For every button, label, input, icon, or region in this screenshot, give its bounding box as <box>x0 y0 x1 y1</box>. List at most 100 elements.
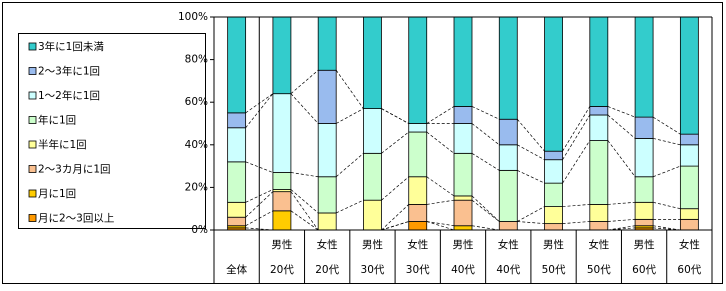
bar-segment <box>272 16 292 95</box>
bar-segment <box>634 116 654 139</box>
bar-segment <box>453 195 473 201</box>
x-tick-label: 30代 <box>406 264 430 276</box>
connector-line <box>652 116 681 135</box>
connector-line <box>562 114 591 160</box>
connector-line <box>471 199 500 222</box>
bar-segment <box>634 138 654 178</box>
bar-segment <box>589 140 609 205</box>
bar-segment <box>544 206 563 225</box>
connector-line <box>471 106 500 120</box>
legend-label: 月に2～3回以上 <box>38 213 114 225</box>
bar-segment <box>679 144 699 167</box>
bar-segment <box>408 176 428 205</box>
connector-line <box>607 140 636 177</box>
connector-line <box>290 93 319 124</box>
connector-line <box>607 114 636 139</box>
bar-segment <box>227 201 247 218</box>
bar-segment <box>227 127 247 163</box>
bar-segment <box>453 199 473 227</box>
connector-line <box>381 131 409 154</box>
bar-segment <box>453 106 473 124</box>
bar-segment <box>272 172 292 190</box>
connector-line <box>607 227 636 231</box>
connector-line <box>607 219 636 222</box>
bar-segment <box>363 199 382 231</box>
bar-segment <box>317 123 337 178</box>
bar-segment <box>408 123 428 133</box>
connector-line <box>607 201 636 205</box>
x-tick-label: 女性 <box>317 238 338 251</box>
bar-segment <box>363 108 382 154</box>
x-tick-label: 男性 <box>271 238 292 251</box>
connector-line <box>517 170 545 184</box>
legend-swatch <box>28 42 37 51</box>
connector-line <box>381 204 409 231</box>
connector-line <box>335 70 364 109</box>
y-tick-label: 0% <box>191 224 208 236</box>
bar-segment <box>634 201 654 220</box>
bar-segment <box>317 212 337 231</box>
connector-line <box>290 191 319 231</box>
x-tick-label: 20代 <box>270 264 294 276</box>
bar-segment <box>544 159 563 184</box>
bar-segment <box>679 16 699 135</box>
y-tick-label: 40% <box>185 139 208 151</box>
bar-segment <box>498 118 518 146</box>
connector-line <box>335 153 364 178</box>
connector-line <box>290 210 319 231</box>
x-tick-label: 30代 <box>361 264 385 276</box>
x-tick-label: 男性 <box>543 238 564 251</box>
connector-line <box>381 176 409 201</box>
bar-segment <box>498 169 518 222</box>
bar-segment <box>634 16 654 118</box>
legend-swatch <box>28 67 37 75</box>
legend-label: 2～3カ月に1回 <box>38 164 111 176</box>
bar-segment <box>544 150 563 161</box>
bar-segment <box>363 152 382 201</box>
connector-line <box>336 199 364 214</box>
bar-segment <box>408 131 428 178</box>
bar-segment <box>589 204 609 222</box>
bar-segment <box>679 218 699 231</box>
x-tick-label: 女性 <box>498 238 519 251</box>
legend-swatch <box>28 116 37 124</box>
legend-box <box>18 33 206 229</box>
bar-segment <box>272 93 292 173</box>
bar-segment <box>589 16 609 107</box>
connector-line <box>562 204 590 207</box>
connector-line <box>471 153 500 171</box>
bar-segment <box>227 112 247 129</box>
connector-line <box>517 119 545 152</box>
connector-line <box>290 189 319 214</box>
connector-line <box>290 69 319 94</box>
connector-line <box>336 108 364 124</box>
connector-line <box>517 144 545 161</box>
bar-segment <box>453 16 473 107</box>
y-tick-label: 100% <box>178 11 208 23</box>
bar-segment <box>679 165 699 210</box>
bar-segment <box>544 223 563 231</box>
bar-segment <box>634 218 654 227</box>
x-tick-label: 20代 <box>315 264 339 276</box>
x-tick-label: 女性 <box>679 238 700 251</box>
bar-segment <box>679 133 699 146</box>
connector-line <box>471 195 500 222</box>
y-tick-label: 80% <box>185 54 208 66</box>
legend-swatch <box>28 214 37 222</box>
bar-segment <box>498 16 518 120</box>
bar-segment <box>679 208 699 220</box>
bar-segment <box>408 16 428 124</box>
connector-line <box>471 123 500 146</box>
connector-line <box>426 176 455 197</box>
bar-segment <box>227 161 247 203</box>
x-tick-label: 50代 <box>542 264 566 276</box>
bar-segment <box>317 16 337 71</box>
bar-segment <box>453 123 473 154</box>
legend-label: 3年に1回未満 <box>38 40 104 53</box>
legend-swatch <box>28 165 37 173</box>
bar-segment <box>544 182 563 207</box>
bar-segment <box>363 16 382 109</box>
bar-segment <box>498 221 518 231</box>
